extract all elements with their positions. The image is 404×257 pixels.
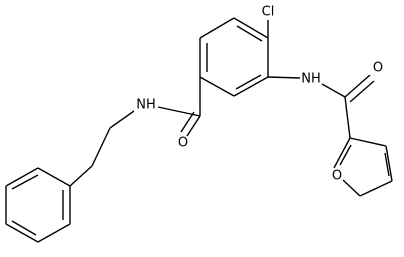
atom-label: O — [178, 136, 188, 151]
atom-label: Cl — [262, 5, 275, 20]
atom-label: NH — [301, 72, 321, 87]
atom-label: NH — [136, 98, 156, 113]
atom-label: O — [373, 61, 383, 76]
bonds — [5, 17, 393, 243]
atom-label: O — [332, 169, 342, 184]
